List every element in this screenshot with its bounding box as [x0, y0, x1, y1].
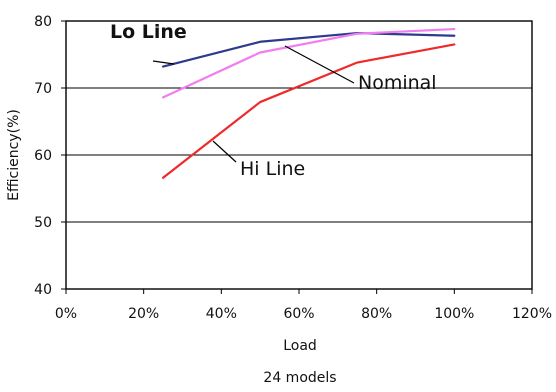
x-tick-label: 120% [512, 306, 552, 322]
series-line-hi-line [161, 43, 456, 179]
y-tick-label: 60 [34, 148, 52, 164]
x-tick-label: 80% [361, 306, 392, 322]
annotation-label-hi-line: Hi Line [240, 158, 305, 180]
y-tick-label: 70 [34, 81, 52, 97]
series-layer [161, 27, 456, 179]
annotation-label-nominal: Nominal [358, 72, 437, 94]
annotation-leader-lo-line [152, 60, 175, 65]
x-tick-label: 60% [283, 306, 314, 322]
x-tick-label: 40% [206, 306, 237, 322]
annotation-leader-nominal [284, 45, 355, 84]
y-tick-label: 40 [34, 282, 52, 298]
annotation-leader-hi-line [212, 140, 237, 163]
x-tick-label: 0% [55, 306, 77, 322]
chart-caption: 24 models [263, 370, 336, 386]
y-axis-title: Efficiency(%) [6, 109, 22, 201]
x-tick-label: 20% [128, 306, 159, 322]
plot-frame [61, 20, 533, 294]
y-tick-label: 80 [34, 14, 52, 30]
series-line-lo-line [161, 31, 456, 68]
annotation-label-lo-line: Lo Line [110, 21, 187, 43]
x-tick-label: 100% [434, 306, 474, 322]
y-tick-labels: 40 50 60 70 80 [34, 14, 52, 298]
y-tick-label: 50 [34, 215, 52, 231]
series-line-nominal [161, 27, 456, 99]
grid-layer [66, 87, 532, 223]
x-axis-title: Load [283, 338, 317, 354]
x-tick-labels: 0% 20% 40% 60% 80% 100% 120% [55, 306, 552, 322]
annotation-layer: Lo Line Nominal Hi Line [110, 21, 437, 180]
